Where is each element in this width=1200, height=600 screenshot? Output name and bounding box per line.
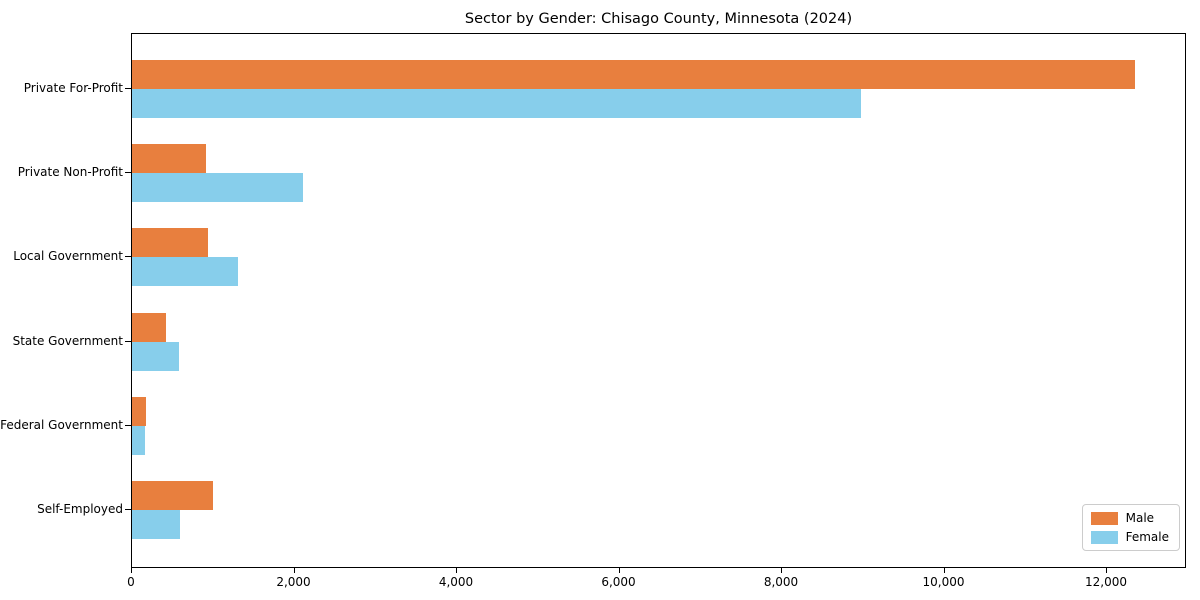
bar-male-4 (132, 312, 167, 342)
y-axis-tick (125, 172, 131, 174)
y-axis-label: Federal Government (0, 417, 123, 432)
plot-area (131, 33, 1186, 568)
y-axis-label: Self-Employed (37, 502, 123, 516)
x-axis-tick (456, 568, 457, 573)
bar-female-2 (132, 173, 303, 203)
y-axis-tick (125, 509, 131, 510)
y-axis-label: Private For-Profit (23, 81, 123, 95)
y-axis-label: State Government (12, 333, 123, 348)
y-axis-tick (125, 88, 131, 89)
x-axis-tick-label: 0 (127, 575, 135, 589)
x-axis-tick (943, 568, 945, 573)
bar-male-6 (132, 481, 214, 510)
y-axis-tick (125, 340, 131, 342)
bar-male-1 (132, 60, 1135, 89)
y-axis-tick (125, 424, 131, 426)
x-axis-tick-label: 8,000 (763, 575, 799, 589)
x-axis-tick-label: 6,000 (601, 575, 636, 589)
bar-female-4 (132, 341, 180, 371)
chart-title: Sector by Gender: Chisago County, Minnes… (464, 11, 853, 27)
x-axis-tick (293, 568, 295, 573)
bar-male-5 (132, 396, 146, 426)
legend-label-female: Female (1125, 530, 1169, 544)
y-axis-label: Private Non-Profit (17, 165, 123, 180)
legend-swatch-female (1090, 530, 1118, 544)
x-axis-tick-label: 10,000 (922, 575, 965, 589)
x-axis-tick-label: 2,000 (276, 575, 311, 589)
y-axis-tick (125, 256, 131, 258)
x-axis-tick-label: 12,000 (1085, 575, 1127, 589)
legend-item-female: Female (1090, 530, 1169, 544)
legend-swatch-male (1090, 511, 1118, 525)
bar-female-3 (132, 257, 239, 287)
x-axis-tick-label: 4,000 (438, 575, 474, 589)
bar-female-5 (132, 425, 145, 455)
x-axis-tick (781, 568, 782, 573)
x-axis-tick (131, 568, 132, 573)
x-axis-tick (618, 568, 620, 573)
legend: Male Female (1081, 504, 1180, 551)
bar-male-3 (132, 228, 208, 258)
legend-label-male: Male (1125, 511, 1155, 525)
y-axis-label: Local Government (13, 249, 123, 264)
x-axis-tick (1106, 568, 1107, 573)
bar-male-2 (132, 144, 206, 174)
legend-item-male: Male (1090, 511, 1169, 525)
bar-female-6 (132, 510, 180, 539)
bar-female-1 (132, 89, 861, 118)
